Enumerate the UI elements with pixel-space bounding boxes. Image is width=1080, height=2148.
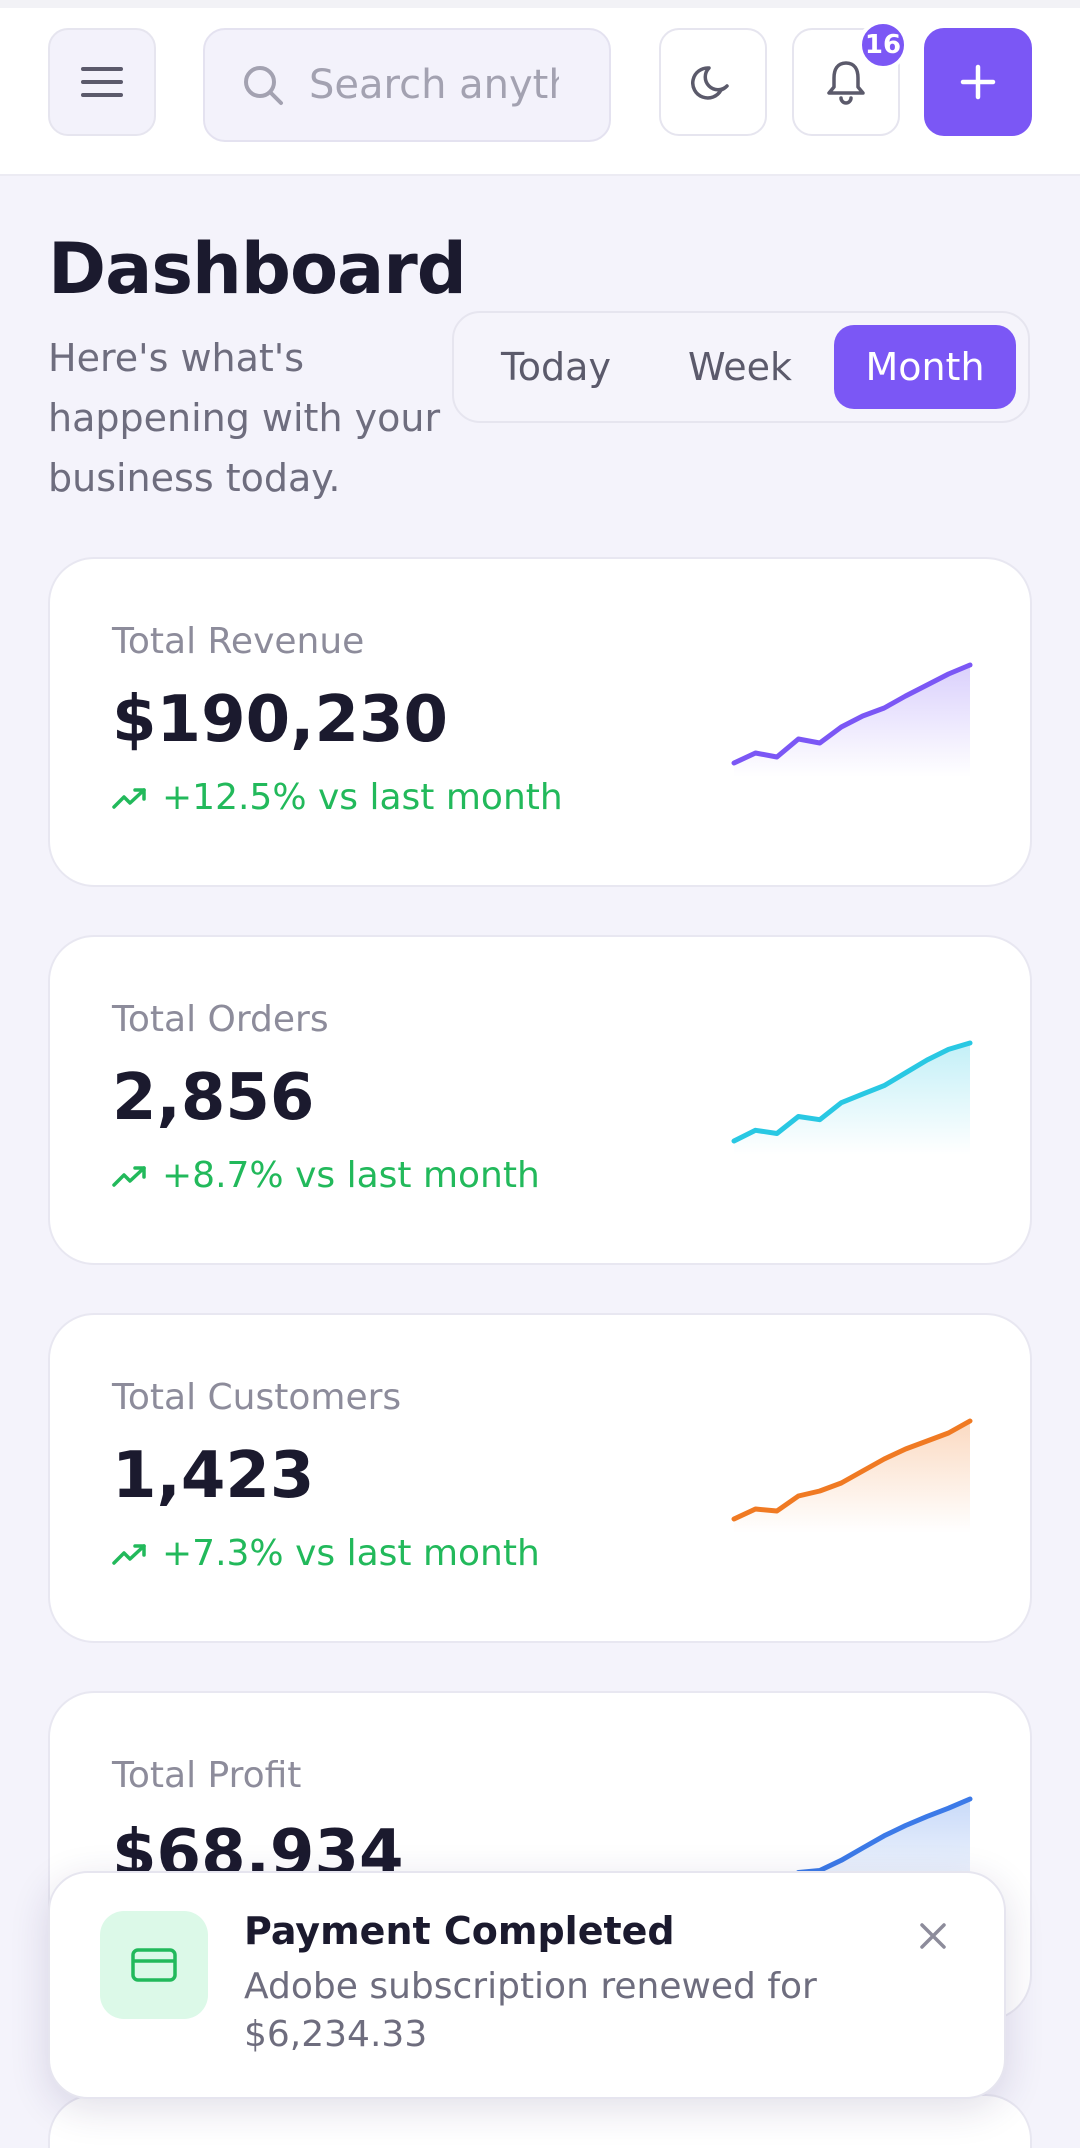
- sparkline-line: [731, 1040, 973, 1144]
- trending-up-icon: [112, 787, 146, 809]
- stat-label: Total Profit: [112, 1755, 302, 1796]
- toast-message: Adobe subscription renewed for $6,234.33: [244, 1966, 817, 2055]
- sparkline-chart: [731, 1040, 973, 1155]
- stat-value: $190,230: [112, 683, 449, 757]
- toast-notification: Payment Completed Adobe subscription ren…: [48, 1871, 1006, 2099]
- period-selector: Today Week Month: [452, 311, 1030, 423]
- stat-trend-text: +7.3% vs last month: [162, 1533, 540, 1574]
- add-button[interactable]: [924, 28, 1032, 136]
- tab-today[interactable]: Today: [501, 345, 611, 389]
- stat-card-partial: [48, 2094, 1032, 2148]
- hamburger-menu-icon: [81, 67, 123, 97]
- top-bar: 16: [0, 0, 1080, 176]
- stat-trend: +8.7% vs last month: [112, 1155, 540, 1196]
- notifications-button[interactable]: 16: [792, 20, 908, 136]
- search-input[interactable]: [309, 62, 559, 108]
- stat-label: Total Orders: [112, 999, 329, 1040]
- sparkline-line: [731, 662, 973, 766]
- stat-trend: +7.3% vs last month: [112, 1533, 540, 1574]
- stat-value: 2,856: [112, 1061, 315, 1135]
- search-icon: [244, 66, 283, 105]
- close-icon: [920, 1923, 946, 1949]
- sparkline-area: [734, 665, 970, 777]
- stat-trend-text: +8.7% vs last month: [162, 1155, 540, 1196]
- stat-label: Total Customers: [112, 1377, 402, 1418]
- toast-close-button[interactable]: [908, 1911, 958, 1961]
- stat-card-orders[interactable]: Total Orders 2,856 +8.7% vs last month: [48, 935, 1032, 1265]
- sparkline-chart: [731, 1418, 973, 1533]
- moon-icon: [691, 66, 729, 100]
- trending-up-icon: [112, 1165, 146, 1187]
- theme-toggle-button[interactable]: [659, 28, 767, 136]
- sparkline-line: [731, 1418, 973, 1522]
- page-title: Dashboard: [48, 228, 467, 310]
- toast-icon-container: [100, 1911, 208, 2019]
- menu-button[interactable]: [48, 28, 156, 136]
- search-box[interactable]: [203, 28, 611, 142]
- page-subtitle: Here's what's happening with your busine…: [48, 336, 441, 500]
- trending-up-icon: [112, 1543, 146, 1565]
- tab-month[interactable]: Month: [834, 325, 1016, 409]
- stat-label: Total Revenue: [112, 621, 365, 662]
- notification-count-badge: 16: [858, 20, 908, 70]
- toast-title: Payment Completed: [244, 1909, 675, 1953]
- tab-week[interactable]: Week: [687, 345, 793, 389]
- credit-card-icon: [131, 1948, 177, 1982]
- bell-icon: [827, 61, 865, 105]
- stat-card-customers[interactable]: Total Customers 1,423 +7.3% vs last mont…: [48, 1313, 1032, 1643]
- sparkline-chart: [731, 662, 973, 777]
- plus-icon: [960, 64, 996, 100]
- stat-trend-text: +12.5% vs last month: [162, 777, 563, 818]
- stat-value: 1,423: [112, 1439, 315, 1513]
- stat-card-revenue[interactable]: Total Revenue $190,230 +12.5% vs last mo…: [48, 557, 1032, 887]
- stat-trend: +12.5% vs last month: [112, 777, 563, 818]
